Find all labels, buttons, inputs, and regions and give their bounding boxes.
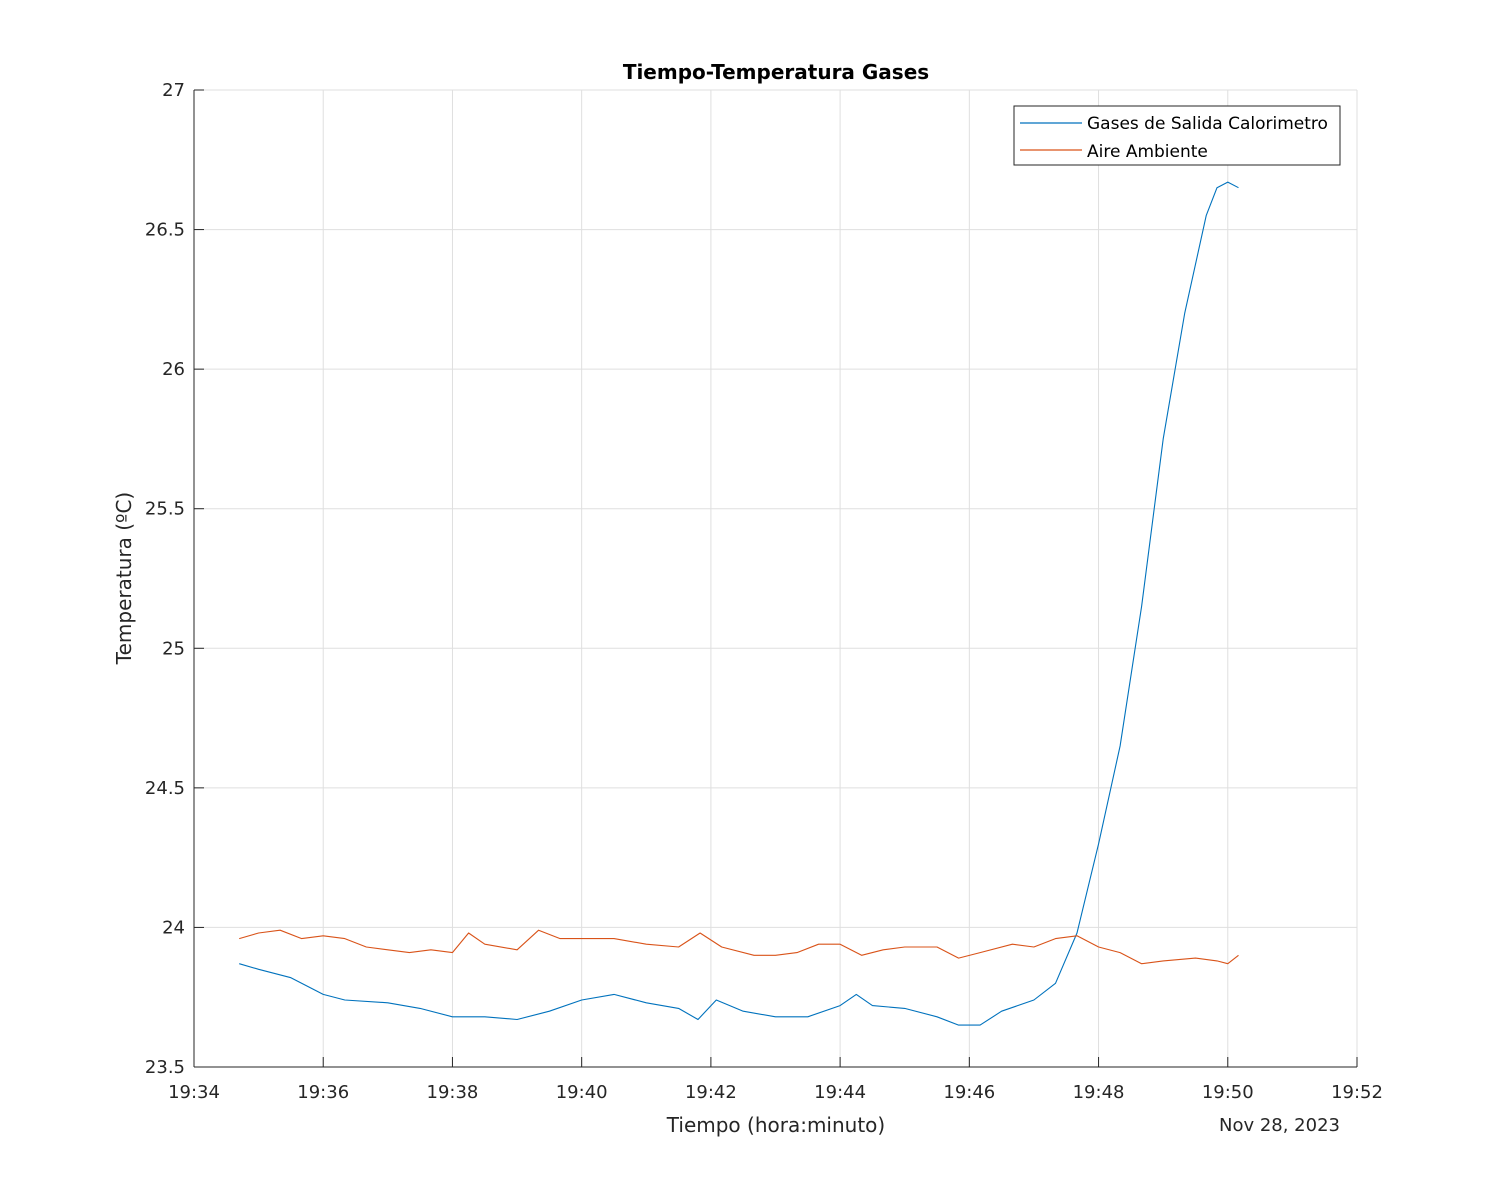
series-lines <box>239 181 1239 1026</box>
y-ticks: 23.5 24 24.5 25 25.5 26 26.5 27 <box>145 80 204 1078</box>
date-label: Nov 28, 2023 <box>1219 1115 1340 1136</box>
x-axis-label: Tiempo (hora:minuto) <box>666 1113 885 1137</box>
x-tick-label: 19:52 <box>1331 1082 1383 1103</box>
x-tick-label: 19:38 <box>427 1082 479 1103</box>
x-tick-label: 19:40 <box>556 1082 608 1103</box>
x-tick-label: 19:34 <box>168 1082 220 1103</box>
axes <box>193 90 1357 1068</box>
y-tick-label: 27 <box>162 80 185 101</box>
y-tick-label: 26 <box>162 359 185 380</box>
y-tick-label: 24 <box>162 917 185 938</box>
x-tick-label: 19:46 <box>943 1082 995 1103</box>
legend: Gases de Salida Calorimetro Aire Ambient… <box>1013 105 1341 166</box>
y-tick-label: 26.5 <box>145 220 185 241</box>
x-tick-label: 19:50 <box>1202 1082 1254 1103</box>
series-line-0 <box>239 181 1239 1026</box>
y-axis-label: Temperatura (ºC) <box>112 492 136 665</box>
plot-area <box>194 90 1357 1067</box>
chart-title: Tiempo-Temperatura Gases <box>623 60 929 84</box>
x-ticks: 19:34 19:36 19:38 19:40 19:42 19:44 19:46 19:48… <box>168 1057 1383 1103</box>
legend-label-aire: Aire Ambiente <box>1087 142 1208 162</box>
legend-label-gases: Gases de Salida Calorimetro <box>1087 114 1328 134</box>
y-tick-label: 24.5 <box>145 778 185 799</box>
x-tick-label: 19:44 <box>814 1082 866 1103</box>
x-tick-label: 19:42 <box>685 1082 737 1103</box>
x-tick-label: 19:36 <box>297 1082 349 1103</box>
y-tick-label: 25.5 <box>145 499 185 520</box>
y-tick-label: 23.5 <box>145 1057 185 1078</box>
legend-box <box>1013 105 1341 166</box>
series-line-1 <box>239 929 1239 965</box>
x-tick-label: 19:48 <box>1073 1082 1125 1103</box>
y-tick-label: 25 <box>162 638 185 659</box>
